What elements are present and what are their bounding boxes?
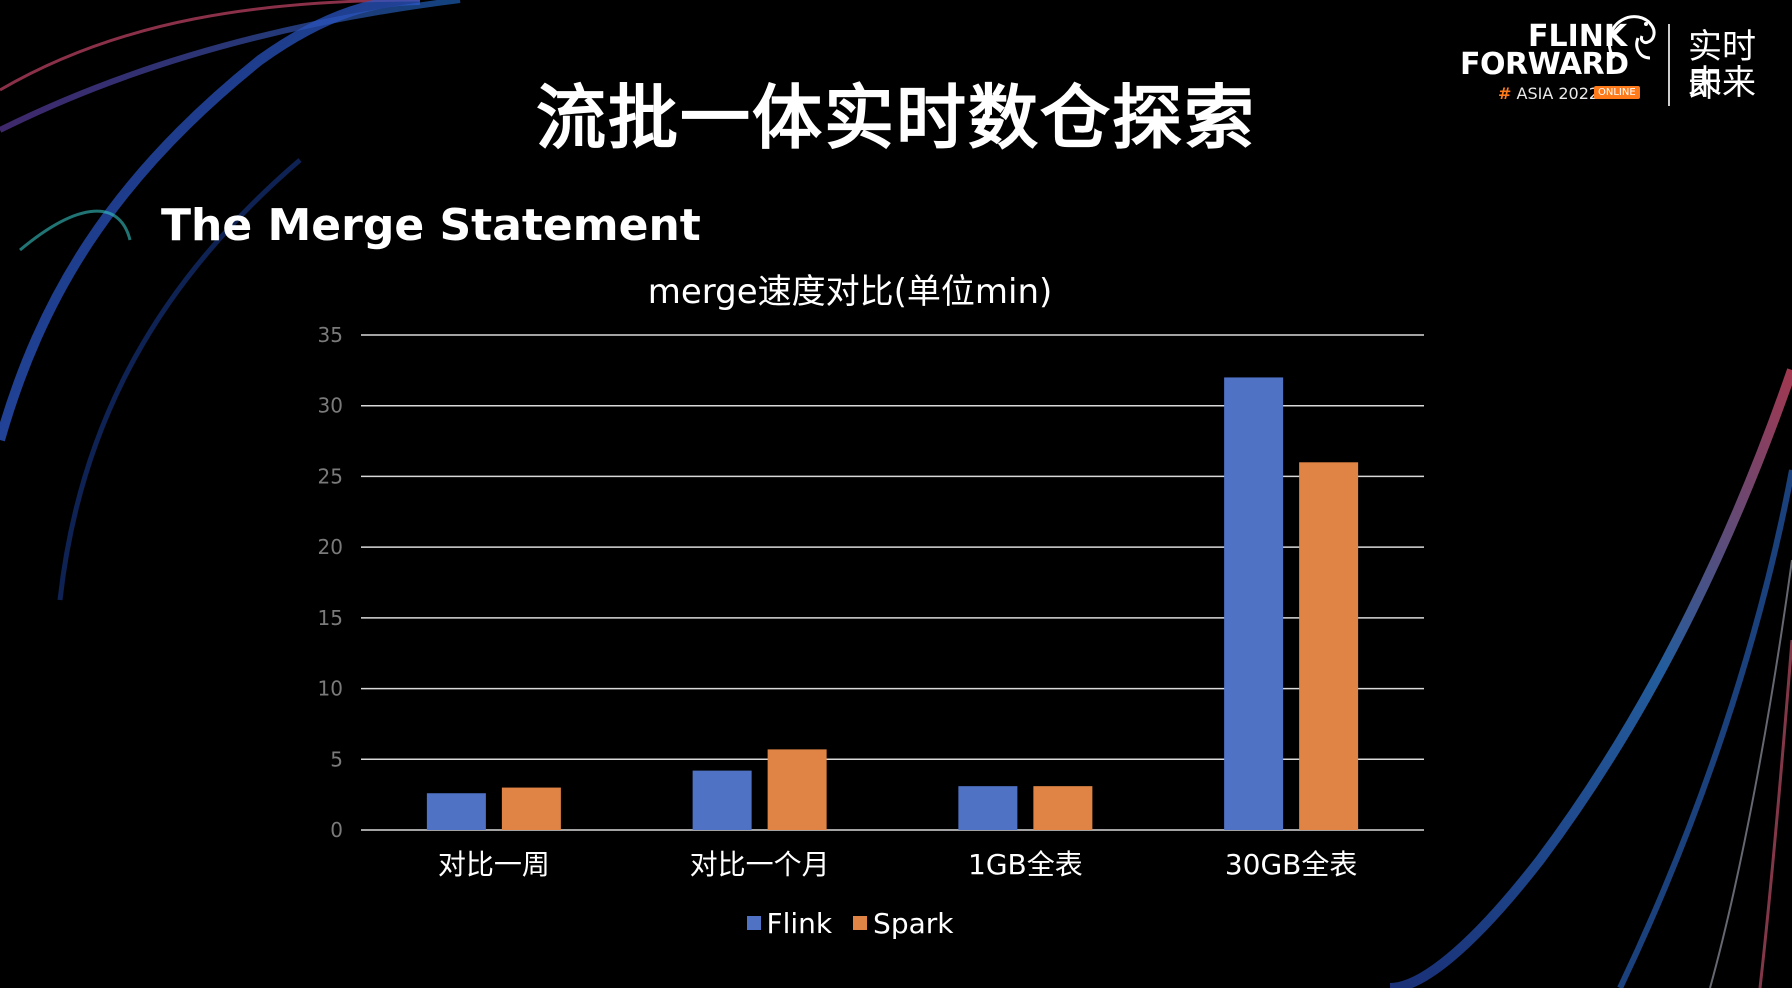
bar-spark-0	[501, 787, 561, 830]
y-tick-label: 0	[330, 818, 343, 842]
flink-forward-logo: FLINK FORWARD # ASIA 2022 ONLINE 实时即 未来	[1460, 8, 1760, 108]
y-tick-label: 30	[318, 394, 343, 418]
bar-spark-2	[1033, 786, 1093, 830]
logo-flink-text: FLINK	[1528, 19, 1628, 54]
logo-cn-line2: 未来	[1688, 63, 1756, 103]
y-tick-label: 35	[318, 323, 343, 347]
section-title: The Merge Statement	[161, 200, 701, 251]
chart-title: merge速度对比(单位min)	[647, 272, 1053, 312]
y-tick-label: 20	[318, 535, 343, 559]
logo-hash: #	[1498, 84, 1512, 103]
legend-item-flink: Flink	[746, 906, 833, 940]
x-tick-label: 对比一个月	[690, 848, 830, 881]
y-tick-label: 25	[318, 464, 343, 488]
logo-event: ASIA 2022	[1516, 84, 1600, 103]
bar-flink-3	[1224, 377, 1284, 830]
legend-label-flink: Flink	[766, 906, 833, 940]
chart-legend: Flink Spark	[0, 904, 1700, 940]
bar-spark-3	[1299, 462, 1359, 830]
legend-swatch-flink	[746, 916, 761, 930]
squirrel-icon	[1607, 15, 1656, 60]
y-tick-label: 15	[318, 606, 343, 630]
legend-label-spark: Spark	[873, 906, 954, 940]
bar-flink-1	[692, 770, 752, 830]
x-tick-label: 1GB全表	[968, 848, 1083, 881]
legend-swatch-spark	[853, 916, 868, 930]
bar-flink-0	[426, 793, 486, 830]
slide-title: 流批一体实时数仓探索	[536, 77, 1256, 159]
y-tick-label: 5	[330, 747, 343, 771]
legend-item-spark: Spark	[853, 907, 953, 940]
logo-online-badge: ONLINE	[1594, 86, 1640, 99]
x-tick-label: 30GB全表	[1225, 848, 1358, 881]
bar-spark-1	[767, 749, 827, 830]
y-tick-label: 10	[318, 677, 343, 701]
logo-event-text: # ASIA 2022	[1498, 84, 1599, 103]
logo-forward-text: FORWARD	[1460, 47, 1629, 82]
x-tick-label: 对比一周	[438, 848, 550, 881]
bar-flink-2	[958, 786, 1018, 830]
logo-divider	[1668, 24, 1670, 106]
logo-cn-line1: 实时即	[1688, 27, 1756, 105]
